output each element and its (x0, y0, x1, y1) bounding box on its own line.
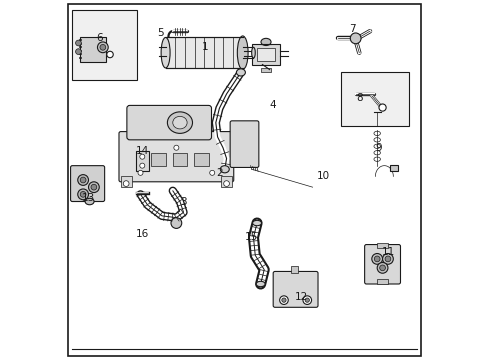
Circle shape (91, 184, 97, 190)
Ellipse shape (252, 220, 261, 226)
Bar (172, 153, 187, 166)
FancyBboxPatch shape (364, 244, 400, 284)
Text: 15: 15 (244, 232, 258, 242)
Ellipse shape (261, 39, 270, 45)
Circle shape (349, 33, 360, 44)
Bar (151, 153, 165, 166)
Ellipse shape (172, 116, 187, 129)
FancyBboxPatch shape (70, 166, 104, 202)
Text: 16: 16 (135, 229, 149, 239)
Ellipse shape (378, 104, 386, 111)
Bar (257, 48, 274, 61)
Ellipse shape (220, 166, 229, 173)
Circle shape (303, 296, 311, 305)
Circle shape (209, 170, 214, 175)
Text: 9: 9 (375, 143, 382, 153)
FancyBboxPatch shape (119, 132, 233, 182)
Ellipse shape (256, 281, 264, 287)
Text: 2: 2 (216, 168, 222, 178)
Ellipse shape (100, 44, 105, 50)
Circle shape (78, 175, 88, 185)
Circle shape (379, 265, 385, 271)
Circle shape (382, 253, 392, 264)
Circle shape (80, 192, 86, 197)
Bar (376, 243, 387, 248)
Circle shape (371, 253, 382, 264)
Ellipse shape (85, 198, 94, 205)
Circle shape (281, 298, 285, 302)
Ellipse shape (167, 112, 192, 134)
Circle shape (78, 189, 88, 200)
Bar (80, 37, 106, 62)
Circle shape (140, 163, 144, 168)
Ellipse shape (236, 69, 245, 76)
Bar (221, 176, 231, 187)
Bar (72, 10, 137, 80)
Circle shape (171, 218, 182, 228)
Bar (389, 165, 397, 171)
Bar (251, 44, 280, 64)
Circle shape (174, 145, 179, 150)
Bar (136, 151, 149, 171)
Bar (376, 279, 387, 284)
Circle shape (305, 298, 309, 302)
Text: 11: 11 (381, 247, 394, 257)
FancyBboxPatch shape (230, 121, 258, 167)
Circle shape (88, 182, 99, 193)
Text: 5: 5 (157, 28, 163, 38)
Text: 14: 14 (135, 146, 149, 156)
Bar (261, 68, 270, 72)
Circle shape (76, 40, 81, 46)
FancyBboxPatch shape (126, 105, 211, 140)
Circle shape (384, 256, 390, 262)
Ellipse shape (237, 36, 247, 69)
Text: 13: 13 (81, 193, 95, 203)
Ellipse shape (251, 47, 255, 58)
Bar (194, 153, 208, 166)
Text: 6: 6 (96, 33, 102, 43)
Circle shape (373, 256, 379, 262)
Circle shape (223, 181, 229, 186)
Text: 1: 1 (202, 42, 208, 52)
Circle shape (123, 181, 129, 186)
Circle shape (76, 49, 81, 54)
Ellipse shape (97, 42, 108, 53)
Text: 7: 7 (348, 24, 355, 35)
Circle shape (376, 262, 387, 273)
FancyBboxPatch shape (273, 271, 317, 307)
Bar (341, 72, 408, 126)
Ellipse shape (161, 37, 170, 68)
Ellipse shape (106, 51, 113, 58)
Circle shape (80, 177, 86, 183)
Bar (121, 176, 131, 187)
Bar (165, 37, 242, 68)
Circle shape (279, 296, 287, 305)
Text: 10: 10 (316, 171, 329, 181)
Text: 4: 4 (269, 100, 276, 110)
Text: 12: 12 (295, 292, 308, 302)
Text: 3: 3 (180, 197, 186, 207)
Circle shape (138, 170, 142, 175)
Circle shape (140, 154, 144, 159)
Text: 8: 8 (355, 93, 362, 103)
Bar (290, 266, 298, 273)
